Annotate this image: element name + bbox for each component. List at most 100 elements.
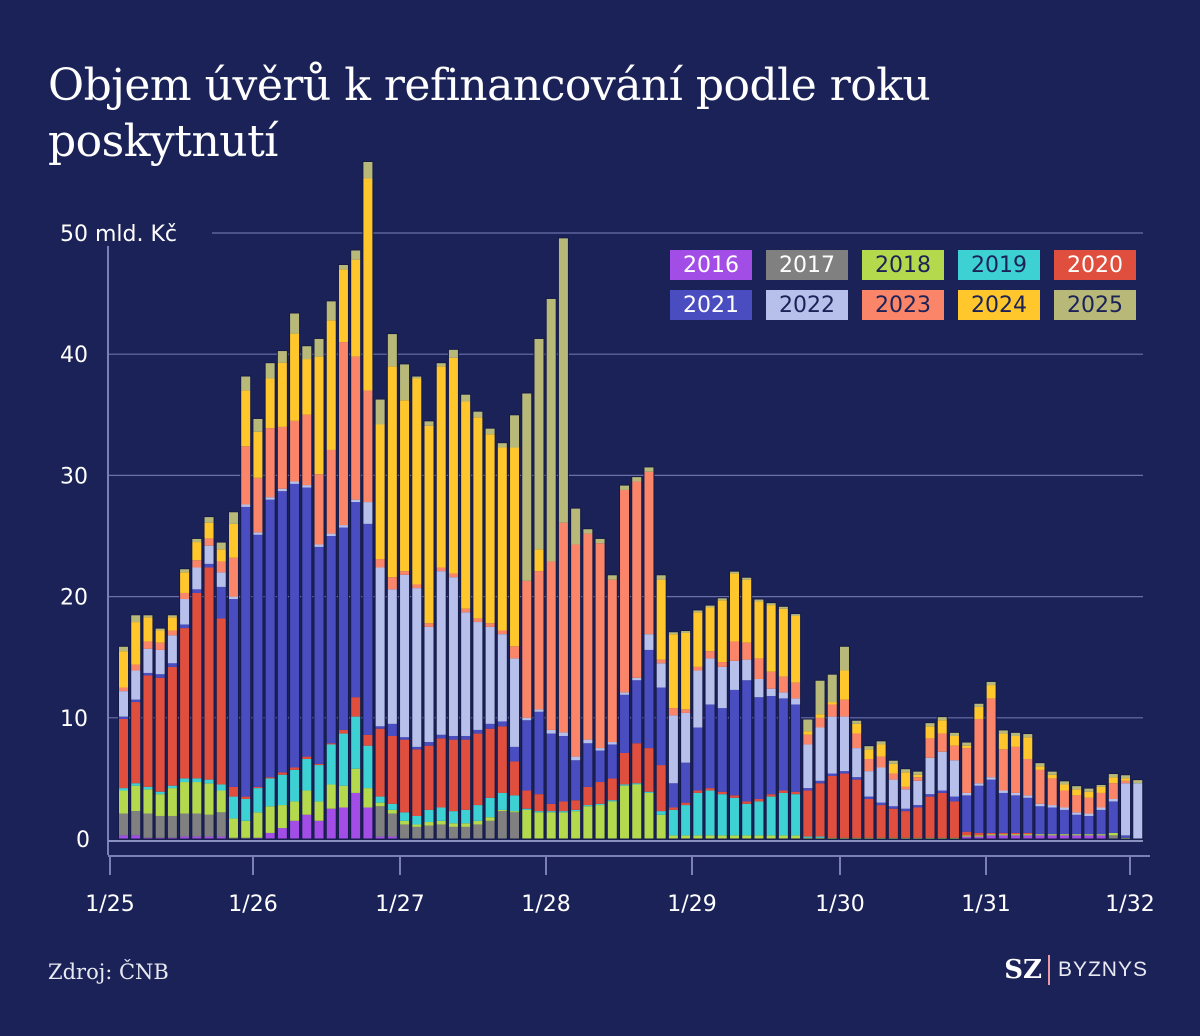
bar-segment-2018: [533, 812, 544, 839]
bar-stack: [643, 466, 655, 840]
chart-title: Objem úvěrů k refinancování podle roku p…: [48, 60, 931, 167]
bar-stack: [692, 609, 704, 840]
bar-segment-2018: [668, 835, 679, 839]
bar-outline: [130, 614, 142, 840]
bar-segment-2021: [680, 762, 691, 803]
bar-outline: [1083, 787, 1095, 840]
bar-segment-2021: [338, 527, 349, 730]
bar-segment-2016: [252, 837, 263, 839]
bar-segment-2019: [521, 808, 532, 810]
bar-outline: [680, 630, 692, 840]
bar-segment-2020: [179, 628, 190, 779]
bar-segment-2021: [668, 783, 679, 808]
bar-segment-2019: [204, 779, 215, 784]
bar-segment-2024: [265, 378, 276, 429]
bar-segment-2022: [1010, 792, 1021, 796]
bar-segment-2023: [387, 577, 398, 590]
bar-segment-2020: [509, 761, 520, 796]
bar-outline: [142, 614, 154, 840]
bar-segment-2022: [619, 692, 630, 695]
y-tick-label: 30: [60, 464, 88, 489]
bar-segment-2021: [216, 586, 227, 619]
bar-segment-2020: [362, 734, 373, 746]
bar-segment-2023: [191, 560, 202, 568]
bar-segment-2024: [851, 723, 862, 734]
bar-segment-2018: [643, 792, 654, 839]
bar-segment-2024: [167, 617, 178, 631]
bar-segment-2023: [888, 773, 899, 780]
bar-segment-2021: [1035, 806, 1045, 835]
bar-segment-2019: [179, 778, 190, 783]
bar-outline: [1010, 731, 1022, 840]
bar-segment-2021: [546, 733, 557, 804]
bar-segment-2020: [387, 735, 398, 804]
bar-segment-2025: [802, 719, 813, 732]
legend-item-2018: 2018: [862, 250, 944, 280]
bar-segment-2023: [815, 717, 826, 728]
bar-segment-2022: [326, 533, 337, 536]
bar-segment-2022: [802, 744, 813, 789]
bar-stack: [301, 345, 313, 840]
legend-item-2022: 2022: [766, 290, 848, 320]
bar-segment-2024: [1035, 766, 1045, 770]
legend-item-2016: 2016: [670, 250, 752, 280]
bar-segment-2016: [1010, 835, 1021, 839]
bar-stack: [582, 528, 594, 840]
bar-segment-2019: [497, 792, 508, 810]
bar-segment-2016: [998, 835, 1009, 839]
bar-outline: [533, 337, 545, 840]
bar-segment-2018: [949, 837, 960, 839]
bar-segment-2023: [521, 580, 532, 718]
bar-segment-2021: [643, 649, 654, 749]
bar-segment-2025: [912, 771, 923, 775]
bar-outline: [399, 363, 411, 840]
bar-stack: [509, 414, 521, 840]
brand-logo: SZ BYZNYS: [1004, 955, 1148, 985]
bar-segment-2024: [705, 607, 716, 652]
bar-outline: [887, 759, 899, 840]
bar-segment-2018: [191, 782, 202, 814]
bar-segment-2024: [387, 366, 398, 578]
bar-segment-2019: [643, 791, 654, 793]
bar-segment-2021: [252, 534, 263, 787]
bar-outline: [582, 528, 594, 840]
bar-segment-2022: [424, 626, 434, 743]
bar-segment-2017: [142, 813, 153, 838]
bar-segment-2025: [729, 571, 740, 574]
bar-segment-2021: [301, 487, 312, 757]
bar-segment-2020: [643, 748, 654, 792]
bar-outline: [191, 537, 203, 840]
bar-stack: [887, 759, 899, 840]
bar-stack: [423, 420, 435, 840]
bar-segment-2018: [839, 837, 850, 839]
bar-segment-2018: [424, 822, 434, 826]
bar-stack: [716, 597, 728, 840]
bar-segment-2018: [595, 805, 606, 839]
bar-segment-2022: [692, 670, 703, 728]
bar-outline: [289, 312, 301, 840]
bar-segment-2025: [1059, 780, 1070, 785]
bar-segment-2019: [142, 786, 153, 790]
bar-segment-2018: [497, 809, 508, 812]
bar-segment-2018: [228, 818, 239, 838]
bar-segment-2025: [240, 376, 251, 391]
bar-segment-2022: [827, 716, 838, 774]
bar-outline: [924, 722, 936, 840]
bar-stack: [362, 160, 374, 840]
bar-segment-2016: [301, 814, 312, 839]
bar-segment-2017: [460, 826, 471, 839]
bar-segment-2025: [289, 312, 300, 334]
bar-segment-2017: [424, 825, 434, 839]
bar-segment-2023: [362, 390, 373, 503]
bar-segment-2017: [509, 812, 520, 839]
bar-segment-2023: [460, 608, 471, 613]
bar-segment-2021: [631, 680, 642, 744]
bar-segment-2021: [619, 694, 630, 753]
bar-segment-2021: [558, 735, 569, 802]
bar-segment-2022: [167, 635, 178, 664]
bar-segment-2023: [851, 733, 862, 749]
bar-segment-2020: [142, 675, 153, 787]
bar-segment-2022: [460, 612, 471, 736]
bar-segment-2025: [497, 442, 508, 448]
bar-segment-2020: [436, 738, 447, 808]
